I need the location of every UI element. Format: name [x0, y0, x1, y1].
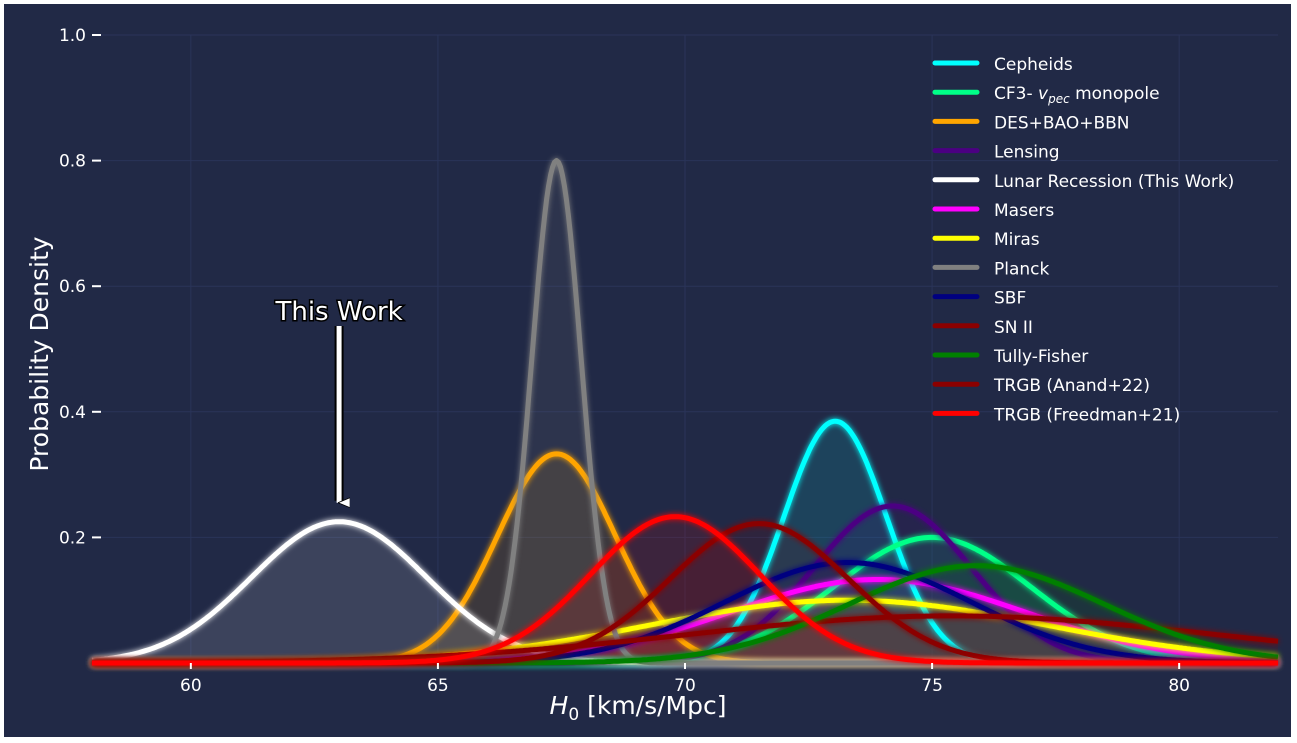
y-tick-label: 0.6: [59, 277, 86, 297]
fill-cf3-vpec-monopole: [92, 537, 1278, 663]
annotation: This Work: [273, 296, 404, 503]
x-axis-label-units: [km/s/Mpc]: [579, 691, 726, 720]
plot-background: [4, 4, 1291, 737]
legend-label-lunar-recession-this-work: Lunar Recession (This Work): [994, 172, 1234, 192]
y-tick-label: 1.0: [59, 26, 86, 46]
y-tick-label: 0.2: [59, 528, 86, 548]
fill-trgb-anand-22: [92, 523, 1278, 663]
legend-label-cf3-vpec-monopole: CF3- vpec monopole: [994, 84, 1160, 106]
curve-fills: [92, 160, 1278, 663]
legend-label-masers: Masers: [994, 201, 1054, 221]
legend-label-cepheids: Cepheids: [994, 55, 1073, 75]
x-axis-label: H0 [km/s/Mpc]: [550, 691, 727, 725]
legend-label-miras: Miras: [994, 230, 1040, 250]
x-tick-label: 65: [427, 676, 449, 696]
annotation-text: This Work: [274, 297, 402, 327]
legend-label-lensing: Lensing: [994, 143, 1060, 163]
legend-label-tully-fisher: Tully-Fisher: [993, 347, 1088, 367]
fill-masers: [92, 579, 1278, 663]
y-tick-label: 0.8: [59, 152, 86, 172]
grid: [92, 34, 1278, 663]
legend-label-sn-ii: SN II: [994, 318, 1033, 338]
fill-sn-ii: [92, 615, 1278, 663]
chart-frame: 60 65 70 75 80 0.2 0.4 0.6 0.8 1.0 This Work Prob…: [4, 4, 1291, 737]
fill-tully-fisher: [92, 565, 1278, 663]
y-tick-label: 0.4: [59, 403, 86, 423]
x-tick-label: 60: [180, 676, 202, 696]
curve-lines: [91, 158, 1279, 666]
axes: 60 65 70 75 80 0.2 0.4 0.6 0.8 1.0: [59, 26, 1190, 696]
x-axis-label-sub: 0: [568, 705, 579, 725]
legend-label-sbf: SBF: [994, 289, 1026, 309]
curve-trgb-freedman-21: [91, 514, 1279, 666]
fill-sbf: [92, 562, 1278, 663]
x-tick-label: 75: [921, 676, 943, 696]
x-tick-label: 80: [1168, 676, 1190, 696]
legend-label-trgb-freedman-21: TRGB (Freedman+21): [993, 405, 1180, 425]
x-tick-label: 70: [674, 676, 696, 696]
fill-lensing: [92, 506, 1278, 663]
legend-label-planck: Planck: [994, 259, 1050, 279]
y-axis-label: Probability Density: [25, 236, 54, 471]
x-axis-label-h: H: [550, 691, 569, 720]
h0-probability-chart: 60 65 70 75 80 0.2 0.4 0.6 0.8 1.0 This Work Prob…: [4, 4, 1291, 737]
legend-label-trgb-anand-22: TRGB (Anand+22): [993, 376, 1150, 396]
legend-label-des-bao-bbn: DES+BAO+BBN: [994, 113, 1130, 133]
legend: Cepheids CF3- vpec monopole DES+BAO+BBN Len…: [932, 55, 1234, 425]
fill-trgb-freedman-21: [92, 516, 1278, 663]
fill-lunar-recession-this-work: [92, 521, 1278, 663]
